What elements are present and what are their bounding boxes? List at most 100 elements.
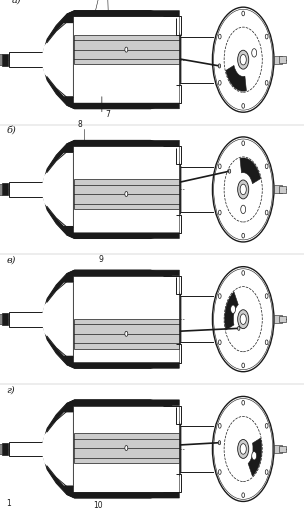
Circle shape <box>212 7 274 112</box>
Circle shape <box>218 210 221 215</box>
Text: б): б) <box>6 126 16 134</box>
Circle shape <box>228 169 231 173</box>
Bar <box>9 182 43 197</box>
Circle shape <box>218 424 221 428</box>
Circle shape <box>252 452 257 460</box>
Polygon shape <box>67 487 179 498</box>
Polygon shape <box>67 227 179 239</box>
Bar <box>0 314 2 324</box>
Text: 10: 10 <box>93 501 102 510</box>
Circle shape <box>125 47 128 52</box>
Circle shape <box>218 441 221 445</box>
Bar <box>2 54 8 65</box>
Circle shape <box>242 270 245 275</box>
Text: 7: 7 <box>105 110 110 119</box>
Bar <box>2 313 8 325</box>
Wedge shape <box>248 438 262 476</box>
Circle shape <box>265 80 268 85</box>
Polygon shape <box>67 140 179 152</box>
Circle shape <box>242 493 245 498</box>
Bar <box>73 405 179 493</box>
Text: 8: 8 <box>78 120 82 129</box>
Text: в): в) <box>6 255 16 264</box>
Bar <box>274 445 282 453</box>
Bar <box>274 56 282 64</box>
Polygon shape <box>67 270 179 281</box>
Bar <box>0 184 2 195</box>
Circle shape <box>242 400 245 405</box>
Polygon shape <box>41 270 181 368</box>
Circle shape <box>238 180 249 199</box>
Circle shape <box>218 80 221 85</box>
Circle shape <box>240 184 246 195</box>
Polygon shape <box>41 153 73 226</box>
Circle shape <box>218 340 221 345</box>
Bar <box>74 319 179 349</box>
Circle shape <box>125 445 128 450</box>
Bar <box>3 392 301 506</box>
Circle shape <box>218 294 221 298</box>
Circle shape <box>265 294 268 298</box>
Circle shape <box>238 440 249 458</box>
Circle shape <box>242 234 245 238</box>
Circle shape <box>212 267 274 372</box>
Bar <box>279 446 285 452</box>
Circle shape <box>241 205 246 214</box>
Bar <box>73 276 179 363</box>
Bar <box>73 146 179 233</box>
Polygon shape <box>41 413 73 485</box>
Bar <box>9 52 43 67</box>
Bar <box>0 54 2 65</box>
Bar <box>279 57 285 63</box>
Polygon shape <box>67 10 179 22</box>
Bar <box>74 35 179 64</box>
Polygon shape <box>41 400 181 498</box>
Polygon shape <box>41 283 73 356</box>
Bar <box>74 433 179 463</box>
Bar <box>73 16 179 103</box>
Circle shape <box>231 305 236 313</box>
Polygon shape <box>41 23 73 96</box>
Circle shape <box>242 363 245 368</box>
Bar <box>279 316 285 322</box>
Circle shape <box>125 192 128 197</box>
Circle shape <box>240 54 246 65</box>
Circle shape <box>265 424 268 428</box>
Text: г): г) <box>6 385 15 394</box>
Text: 1: 1 <box>6 499 11 508</box>
Circle shape <box>125 331 128 336</box>
Circle shape <box>242 104 245 108</box>
Bar <box>3 262 301 376</box>
Wedge shape <box>226 65 247 91</box>
Circle shape <box>212 137 274 242</box>
Wedge shape <box>240 158 261 184</box>
Circle shape <box>238 50 249 69</box>
Bar <box>279 186 285 193</box>
Wedge shape <box>225 292 238 330</box>
Polygon shape <box>67 357 179 368</box>
Circle shape <box>218 164 221 169</box>
Polygon shape <box>41 10 181 109</box>
Circle shape <box>218 470 221 474</box>
Circle shape <box>218 64 221 68</box>
Circle shape <box>240 444 246 454</box>
Circle shape <box>218 34 221 39</box>
Bar <box>0 444 2 454</box>
Bar <box>3 3 301 117</box>
Circle shape <box>265 34 268 39</box>
Bar <box>74 179 179 209</box>
Text: а): а) <box>12 0 22 5</box>
Circle shape <box>252 49 257 57</box>
Circle shape <box>212 397 274 501</box>
Circle shape <box>242 11 245 16</box>
Polygon shape <box>67 400 179 411</box>
Circle shape <box>265 210 268 215</box>
Circle shape <box>242 141 245 145</box>
Bar <box>9 442 43 456</box>
Bar <box>3 132 301 247</box>
Polygon shape <box>67 98 179 109</box>
Bar <box>2 184 8 195</box>
Circle shape <box>240 314 246 324</box>
Polygon shape <box>41 140 181 239</box>
Circle shape <box>265 340 268 345</box>
